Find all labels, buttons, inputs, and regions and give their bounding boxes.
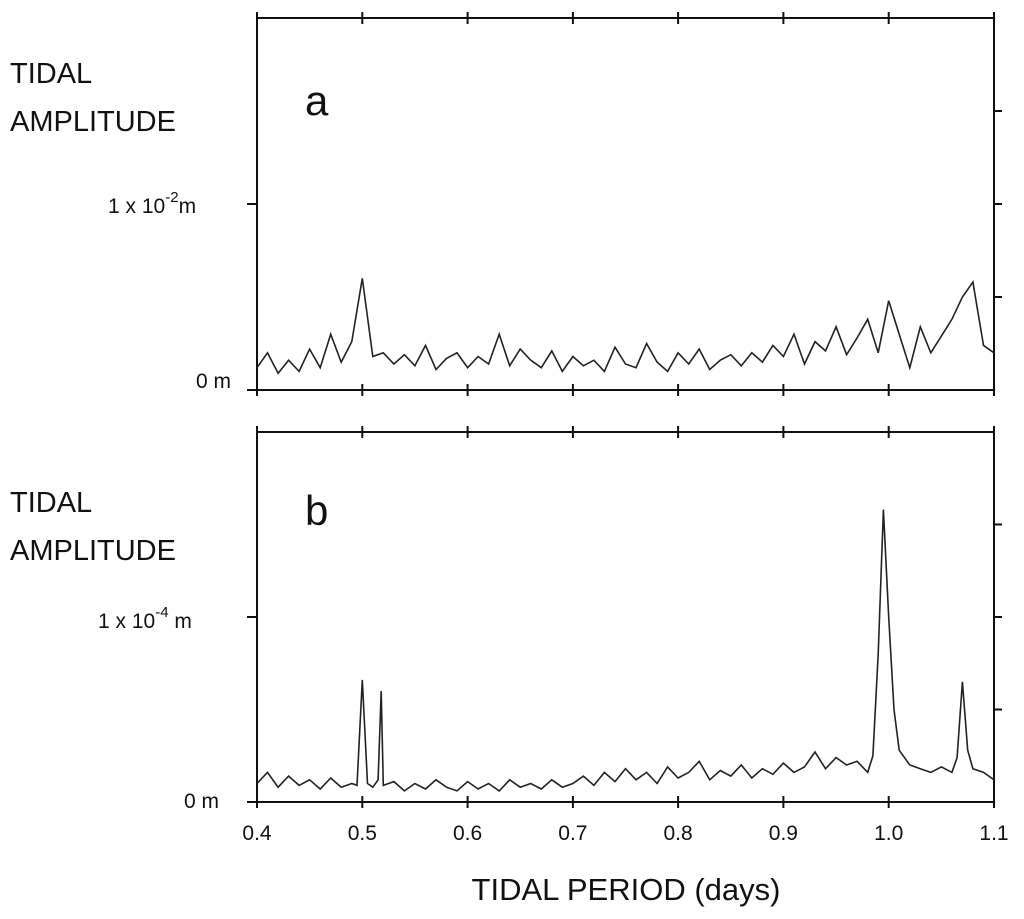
panel-a-ytick-mid-base: 1 x 10 xyxy=(108,195,165,218)
panel-a-ticks xyxy=(247,12,1002,396)
panel-a: TIDAL AMPLITUDE a 0 m 1 x 10-2m xyxy=(10,12,1002,396)
panel-b-letter: b xyxy=(305,487,328,534)
x-tick-label: 0.4 xyxy=(242,822,272,845)
panel-b-amplitude-line xyxy=(256,509,995,792)
panel-b-ytick-mid-label: 1 x 10-4 m xyxy=(98,604,192,633)
panel-a-ylabel-line2: AMPLITUDE xyxy=(10,106,176,138)
x-tick-label: 0.6 xyxy=(453,822,482,845)
panel-a-ytick-mid-exp: -2 xyxy=(165,189,178,206)
panel-a-series xyxy=(256,278,995,375)
panel-b-ytick-mid-exp: -4 xyxy=(155,604,168,621)
panel-a-amplitude-line xyxy=(256,278,995,375)
panel-a-ytick-mid-label: 1 x 10-2m xyxy=(108,189,196,218)
panel-b-ytick-mid-base: 1 x 10 xyxy=(98,610,155,633)
panel-b: TIDAL AMPLITUDE b 0 m 1 x 10-4 m 0.4 0.5 0… xyxy=(10,426,1009,845)
panel-a-ytick-mid-unit: m xyxy=(179,195,197,218)
x-tick-label: 0.7 xyxy=(558,822,587,845)
panel-b-ytick-zero-label: 0 m xyxy=(184,790,219,813)
panel-a-frame xyxy=(256,17,995,391)
x-tick-label: 1.0 xyxy=(874,822,903,845)
x-tick-label: 0.9 xyxy=(769,822,798,845)
x-tick-label: 1.1 xyxy=(979,822,1008,845)
panel-a-ylabel-line1: TIDAL xyxy=(10,58,92,90)
x-axis-title: TIDAL PERIOD (days) xyxy=(472,872,781,907)
panel-b-ylabel-line1: TIDAL xyxy=(10,487,92,519)
panel-b-ylabel-line2: AMPLITUDE xyxy=(10,535,176,567)
x-tick-label: 0.8 xyxy=(663,822,692,845)
panel-b-frame xyxy=(256,431,995,803)
panel-a-ytick-zero-label: 0 m xyxy=(196,370,231,393)
panel-b-ticks xyxy=(247,426,1002,808)
panel-b-ytick-mid-unit: m xyxy=(169,610,192,633)
panel-b-series xyxy=(256,509,995,792)
x-tick-label: 0.5 xyxy=(348,822,377,845)
panel-a-letter: a xyxy=(305,77,329,124)
panel-b-xtick-labels: 0.4 0.5 0.6 0.7 0.8 0.9 1.0 1.1 xyxy=(242,822,1008,845)
